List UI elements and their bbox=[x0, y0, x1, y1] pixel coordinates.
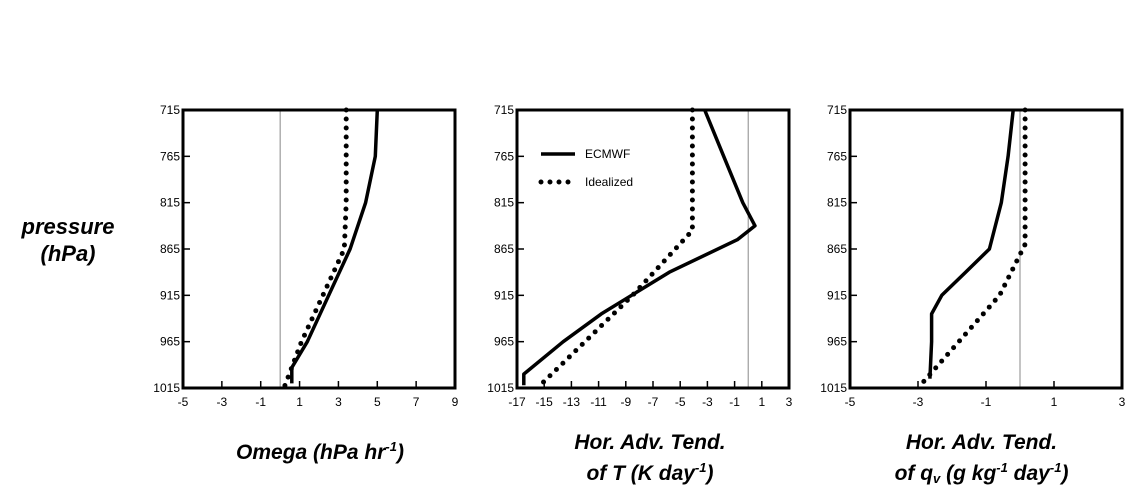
x-title-sup: -1 bbox=[1049, 460, 1062, 475]
x-title-part: Omega (hPa hr bbox=[236, 441, 386, 464]
x-tick-label: -9 bbox=[620, 395, 631, 409]
x-tick-label: -17 bbox=[508, 395, 526, 409]
y-tick-label: 815 bbox=[827, 196, 847, 210]
y-tick-label: 865 bbox=[827, 242, 847, 256]
legend-label: Idealized bbox=[585, 175, 633, 189]
ecmwf-series-line bbox=[522, 109, 757, 386]
x-title-sup: -1 bbox=[996, 460, 1008, 475]
x-tick-label: -1 bbox=[255, 395, 266, 409]
y-tick-label: 765 bbox=[494, 149, 514, 163]
y-tick-label: 1015 bbox=[153, 381, 180, 395]
moisture-advection-panel: 715 765 815 865 915 965 1015-5 -3 -1 1 3 bbox=[820, 103, 1125, 409]
x-title-part: (g kg bbox=[940, 462, 997, 485]
idealized-series-line bbox=[915, 107, 1028, 391]
ecmwf-series-line bbox=[290, 109, 380, 384]
x-axis-title-moisture: Hor. Adv. Tend. of qv (g kg-1 day-1) bbox=[834, 430, 1129, 491]
x-tick-label: -1 bbox=[981, 395, 992, 409]
y-tick-label: 1015 bbox=[820, 381, 847, 395]
x-title-line2: of qv (g kg-1 day-1) bbox=[834, 455, 1129, 491]
x-tick-label: 3 bbox=[1119, 395, 1126, 409]
x-title-part: of q bbox=[894, 462, 934, 485]
y-tick-label: 915 bbox=[160, 288, 180, 302]
x-title-sup: -1 bbox=[694, 460, 707, 475]
plot-frame bbox=[848, 108, 1124, 390]
omega-panel: 715 765 815 865 915 965 1015-5 -3 -1 1 3 5 7 9 bbox=[153, 103, 458, 409]
y-tick-label: 915 bbox=[494, 288, 514, 302]
x-axis-title-omega: Omega (hPa hr-1) bbox=[180, 434, 460, 465]
x-tick-label: 1 bbox=[1051, 395, 1058, 409]
y-tick-label: 865 bbox=[494, 242, 514, 256]
legend-label: ECMWF bbox=[585, 147, 630, 161]
y-tick-label: 1015 bbox=[487, 381, 514, 395]
y-axis-title-line2: (hPa) bbox=[40, 241, 96, 266]
y-tick-label: 815 bbox=[494, 196, 514, 210]
x-tick-label: -1 bbox=[729, 395, 740, 409]
y-tick-label: 715 bbox=[160, 103, 180, 117]
x-tick-label: 3 bbox=[786, 395, 793, 409]
x-axis-title-temperature: Hor. Adv. Tend. of T (K day-1) bbox=[500, 430, 800, 486]
x-tick-label: 7 bbox=[413, 395, 420, 409]
x-title-part: of T (K day bbox=[586, 462, 695, 485]
idealized-series-line bbox=[534, 107, 695, 391]
x-tick-label: -3 bbox=[702, 395, 713, 409]
y-tick-label: 915 bbox=[827, 288, 847, 302]
x-tick-label: -7 bbox=[648, 395, 659, 409]
y-tick-label: 715 bbox=[494, 103, 514, 117]
x-tick-label: -11 bbox=[590, 395, 607, 409]
x-tick-label: -15 bbox=[536, 395, 554, 409]
y-tick-label: 965 bbox=[160, 335, 180, 349]
ecmwf-series-line bbox=[928, 109, 1015, 379]
x-title-line1: Hor. Adv. Tend. bbox=[905, 431, 1058, 454]
x-title-sub: v bbox=[933, 471, 941, 486]
x-tick-label: 9 bbox=[452, 395, 459, 409]
y-tick-label: 765 bbox=[827, 149, 847, 163]
x-title-part: ) bbox=[396, 441, 404, 464]
y-tick-label: 765 bbox=[160, 149, 180, 163]
x-title-part: ) bbox=[1061, 462, 1069, 485]
x-tick-label: -5 bbox=[675, 395, 686, 409]
x-tick-label: 1 bbox=[296, 395, 303, 409]
x-tick-label: -3 bbox=[217, 395, 228, 409]
x-title-line2: of T (K day-1) bbox=[500, 455, 800, 486]
y-axis-title-line1: pressure bbox=[21, 214, 115, 239]
plot-frame bbox=[181, 108, 457, 390]
y-axis-title: pressure (hPa) bbox=[0, 213, 136, 267]
x-tick-label: -3 bbox=[913, 395, 924, 409]
x-tick-label: 3 bbox=[335, 395, 342, 409]
x-tick-label: 1 bbox=[758, 395, 765, 409]
y-tick-label: 815 bbox=[160, 196, 180, 210]
x-tick-label: -5 bbox=[845, 395, 856, 409]
y-tick-label: 715 bbox=[827, 103, 847, 117]
x-title-sup: -1 bbox=[385, 439, 397, 454]
x-title-line1: Hor. Adv. Tend. bbox=[574, 431, 726, 454]
y-tick-label: 865 bbox=[160, 242, 180, 256]
x-tick-label: -5 bbox=[178, 395, 189, 409]
x-tick-label: -13 bbox=[563, 395, 581, 409]
y-tick-label: 965 bbox=[494, 335, 514, 349]
x-title-part: ) bbox=[706, 462, 714, 485]
x-tick-label: 5 bbox=[374, 395, 381, 409]
y-tick-label: 965 bbox=[827, 335, 847, 349]
idealized-series-line bbox=[281, 107, 349, 391]
x-title-part: day bbox=[1007, 462, 1050, 485]
